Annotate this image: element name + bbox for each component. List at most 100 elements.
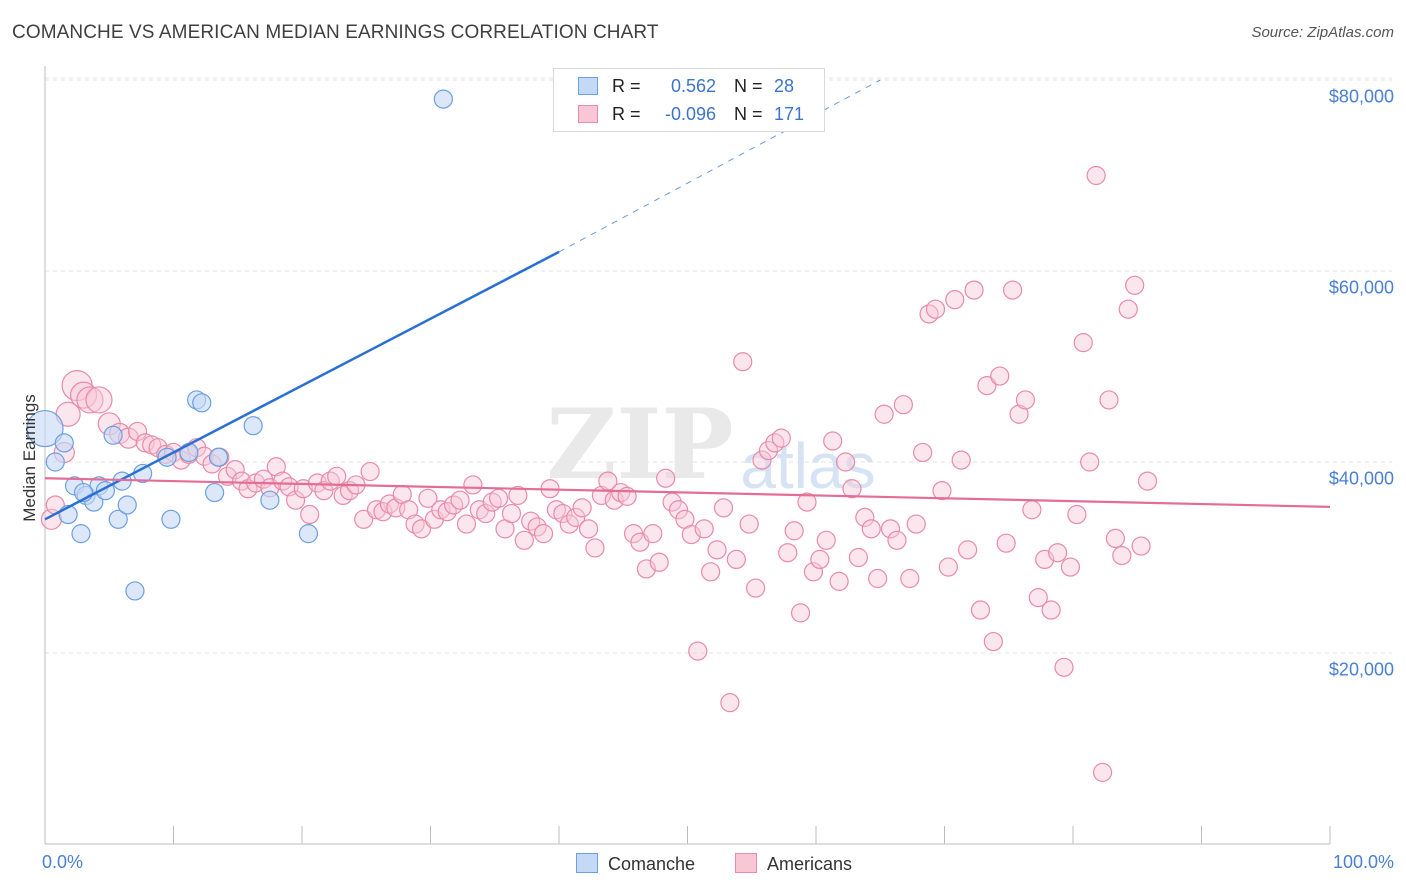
americans-point bbox=[829, 571, 849, 591]
americans-point bbox=[1131, 536, 1151, 556]
americans-point bbox=[964, 280, 984, 300]
americans-point bbox=[823, 431, 843, 451]
americans-point bbox=[977, 376, 997, 396]
americans-legend-swatch bbox=[735, 853, 757, 874]
americans-point bbox=[790, 603, 811, 623]
comanche-point bbox=[103, 425, 123, 445]
comanche-point bbox=[205, 482, 225, 503]
americans-point bbox=[868, 568, 888, 589]
n-value: 171 bbox=[774, 104, 805, 124]
y-tick-label: $80,000 bbox=[1328, 86, 1394, 107]
americans-point bbox=[746, 578, 766, 598]
americans-point bbox=[285, 490, 306, 510]
x-tick-label-min: 0.0% bbox=[42, 852, 84, 872]
americans-point bbox=[848, 547, 869, 568]
americans-point bbox=[354, 509, 374, 529]
comanche-points bbox=[26, 89, 453, 601]
comanche-point bbox=[208, 447, 229, 467]
americans-swatch bbox=[578, 105, 598, 123]
n-label: N = bbox=[734, 76, 763, 96]
comanche-point bbox=[26, 409, 64, 448]
americans-point bbox=[266, 457, 286, 477]
americans-point bbox=[217, 466, 238, 486]
americans-point bbox=[707, 540, 727, 560]
americans-point bbox=[300, 504, 320, 525]
americans-point bbox=[913, 442, 933, 463]
comanche-point bbox=[117, 495, 137, 515]
americans-point bbox=[533, 524, 554, 544]
legend-item-comanche[interactable]: Comanche bbox=[576, 851, 695, 877]
watermark: ZIP atlas bbox=[546, 388, 875, 502]
americans-point bbox=[694, 519, 714, 539]
comanche-point bbox=[260, 490, 280, 510]
americans-point bbox=[880, 519, 901, 539]
americans-point bbox=[970, 600, 991, 620]
americans-point bbox=[1112, 545, 1132, 566]
americans-point bbox=[861, 519, 881, 539]
americans-point bbox=[1054, 657, 1074, 677]
legend-item-americans[interactable]: Americans bbox=[735, 851, 852, 877]
americans-point bbox=[553, 503, 573, 524]
americans-point bbox=[1003, 280, 1023, 300]
legend-label: Comanche bbox=[608, 854, 696, 874]
n-value: 28 bbox=[774, 76, 795, 96]
y-tick-label: $20,000 bbox=[1328, 659, 1394, 680]
americans-point bbox=[701, 562, 721, 582]
r-value: -0.096 bbox=[664, 104, 716, 124]
americans-trend-line bbox=[44, 477, 1331, 508]
comanche-point bbox=[157, 447, 177, 467]
comanche-legend-swatch bbox=[576, 853, 598, 874]
comanche-point bbox=[125, 581, 145, 601]
americans-point bbox=[1073, 333, 1093, 353]
americans-point bbox=[489, 488, 509, 508]
stats-row-americans: R = -0.096 N = 171 bbox=[554, 100, 824, 128]
americans-point bbox=[1015, 390, 1036, 410]
americans-point bbox=[874, 404, 894, 424]
americans-point bbox=[990, 366, 1010, 386]
n-label: N = bbox=[734, 104, 763, 124]
comanche-point bbox=[179, 442, 199, 463]
stats-box: R = 0.562 N = 28 R = -0.096 N = 171 bbox=[553, 68, 825, 132]
americans-point bbox=[566, 507, 586, 527]
americans-point bbox=[784, 521, 804, 541]
americans-point bbox=[1022, 500, 1042, 520]
legend: Comanche Americans bbox=[0, 851, 1406, 877]
americans-point bbox=[649, 552, 669, 572]
americans-point bbox=[456, 514, 477, 534]
trend-lines bbox=[44, 79, 1331, 521]
americans-point bbox=[514, 530, 534, 550]
legend-label: Americans bbox=[767, 854, 853, 874]
americans-point bbox=[668, 500, 689, 520]
comanche-point bbox=[108, 509, 128, 529]
americans-point bbox=[225, 460, 245, 480]
r-value: 0.562 bbox=[670, 76, 716, 96]
americans-point bbox=[855, 507, 875, 527]
americans-point bbox=[945, 290, 965, 310]
americans-point bbox=[810, 549, 830, 570]
comanche-point bbox=[45, 452, 65, 472]
americans-point bbox=[797, 492, 817, 512]
americans-point bbox=[733, 352, 753, 372]
comanche-trend-extension bbox=[558, 79, 881, 253]
americans-point bbox=[508, 485, 528, 506]
r-label: R = bbox=[612, 76, 641, 96]
americans-point bbox=[656, 468, 676, 488]
americans-point bbox=[463, 475, 483, 495]
americans-point bbox=[1067, 504, 1087, 525]
americans-point bbox=[720, 693, 740, 713]
americans-point bbox=[450, 490, 470, 510]
stats-row-comanche: R = 0.562 N = 28 bbox=[554, 72, 824, 100]
source-label: Source: ZipAtlas.com bbox=[1251, 24, 1394, 41]
americans-point bbox=[501, 503, 522, 524]
americans-point bbox=[585, 538, 605, 558]
americans-point bbox=[1028, 588, 1048, 608]
comanche-trend-line bbox=[44, 250, 560, 521]
americans-point bbox=[983, 631, 1003, 652]
y-tick-label: $40,000 bbox=[1328, 468, 1394, 489]
americans-point bbox=[906, 514, 926, 534]
americans-point bbox=[360, 461, 380, 482]
americans-point bbox=[232, 471, 252, 491]
y-axis-label: Median Earnings bbox=[20, 394, 39, 522]
americans-point bbox=[572, 498, 592, 518]
